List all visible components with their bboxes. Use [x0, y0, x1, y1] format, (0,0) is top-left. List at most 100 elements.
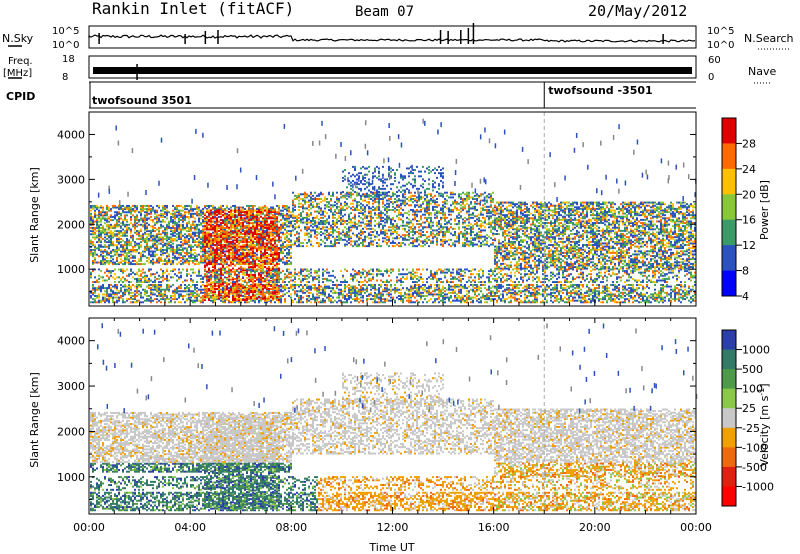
echo-cell	[172, 256, 174, 259]
echo-cell	[240, 239, 242, 242]
echo-cell	[202, 299, 204, 302]
echo-cell	[138, 245, 140, 248]
echo-cell	[266, 297, 268, 300]
echo-cell	[242, 228, 244, 231]
echo-cell	[92, 228, 94, 231]
echo-cell	[248, 259, 250, 262]
echo-cell	[100, 214, 102, 217]
echo-cell	[216, 256, 218, 259]
echo-cell	[248, 218, 250, 221]
echo-cell	[250, 280, 252, 283]
echo-cell	[290, 220, 292, 223]
echo-cell	[254, 219, 256, 222]
echo-cell	[90, 248, 92, 251]
echo-cell	[306, 283, 308, 286]
echo-cell	[128, 250, 130, 253]
echo-cell	[98, 209, 100, 212]
echo-cell	[264, 266, 266, 269]
echo-cell	[286, 223, 288, 226]
echo-cell	[118, 290, 120, 293]
echo-cell	[242, 291, 244, 294]
echo-cell	[310, 274, 312, 277]
echo-cell	[144, 220, 146, 223]
echo-cell	[148, 209, 150, 212]
echo-cell	[152, 255, 154, 258]
echo-cell	[162, 237, 164, 240]
echo-cell	[214, 251, 216, 254]
echo-cell	[258, 233, 260, 235]
echo-cell	[224, 301, 226, 304]
echo-cell	[298, 196, 300, 199]
echo-cell	[262, 284, 264, 287]
echo-cell	[206, 233, 208, 235]
echo-cell	[240, 290, 242, 293]
echo-cell	[208, 276, 210, 279]
echo-cell	[134, 248, 136, 251]
echo-cell	[266, 244, 268, 246]
echo-cell	[160, 209, 162, 212]
echo-cell	[316, 226, 318, 229]
echo-cell	[234, 255, 236, 258]
echo-cell	[208, 280, 210, 283]
echo-cell	[228, 226, 230, 229]
echo-cell	[254, 294, 256, 297]
echo-cell	[134, 256, 136, 259]
echo-cell	[252, 228, 254, 231]
echo-cell	[102, 206, 104, 209]
echo-cell	[212, 225, 214, 228]
echo-cell	[122, 233, 124, 236]
echo-cell	[92, 220, 94, 223]
echo-cell	[122, 219, 124, 222]
echo-cell	[106, 211, 108, 214]
echo-cell	[298, 226, 300, 229]
nave-tick-bottom: 0	[708, 72, 714, 83]
echo-cell	[274, 274, 276, 277]
echo-cell	[140, 206, 142, 209]
echo-cell	[242, 208, 244, 211]
echo-cell	[244, 219, 246, 222]
echo-cell	[188, 296, 190, 299]
echo-cell	[306, 274, 308, 277]
echo-cell	[260, 258, 262, 261]
echo-cell	[266, 239, 268, 242]
echo-cell	[220, 223, 222, 226]
echo-cell	[148, 258, 150, 261]
echo-cell	[322, 281, 324, 284]
echo-cell	[228, 217, 230, 220]
echo-cell	[300, 296, 302, 299]
echo-cell	[236, 234, 238, 237]
echo-cell	[118, 215, 120, 218]
echo-cell	[310, 291, 312, 294]
echo-cell	[226, 255, 228, 258]
echo-cell	[208, 297, 210, 300]
echo-cell	[226, 237, 228, 240]
echo-cell	[210, 241, 212, 244]
echo-cell	[276, 286, 278, 289]
echo-cell	[318, 274, 320, 277]
echo-cell	[148, 247, 150, 250]
echo-cell	[156, 236, 158, 239]
echo-cell	[184, 241, 186, 244]
echo-cell	[294, 283, 296, 286]
echo-cell	[236, 240, 238, 243]
echo-cell	[194, 244, 196, 247]
echo-cell	[288, 214, 290, 217]
echo-cell	[98, 206, 100, 209]
echo-cell	[108, 283, 110, 286]
echo-cell	[242, 230, 244, 233]
echo-cell	[90, 222, 92, 225]
echo-cell	[186, 230, 188, 233]
echo-cell	[312, 197, 314, 200]
echo-cell	[156, 217, 158, 220]
echo-cell	[162, 220, 164, 223]
echo-cell	[124, 263, 126, 266]
echo-cell	[102, 226, 104, 229]
echo-cell	[232, 256, 234, 259]
echo-cell	[238, 261, 240, 264]
echo-cell	[148, 298, 150, 301]
echo-cell	[282, 217, 284, 220]
echo-cell	[144, 290, 146, 293]
echo-cell	[268, 214, 270, 217]
echo-cell	[322, 287, 324, 290]
echo-cell	[110, 226, 112, 229]
